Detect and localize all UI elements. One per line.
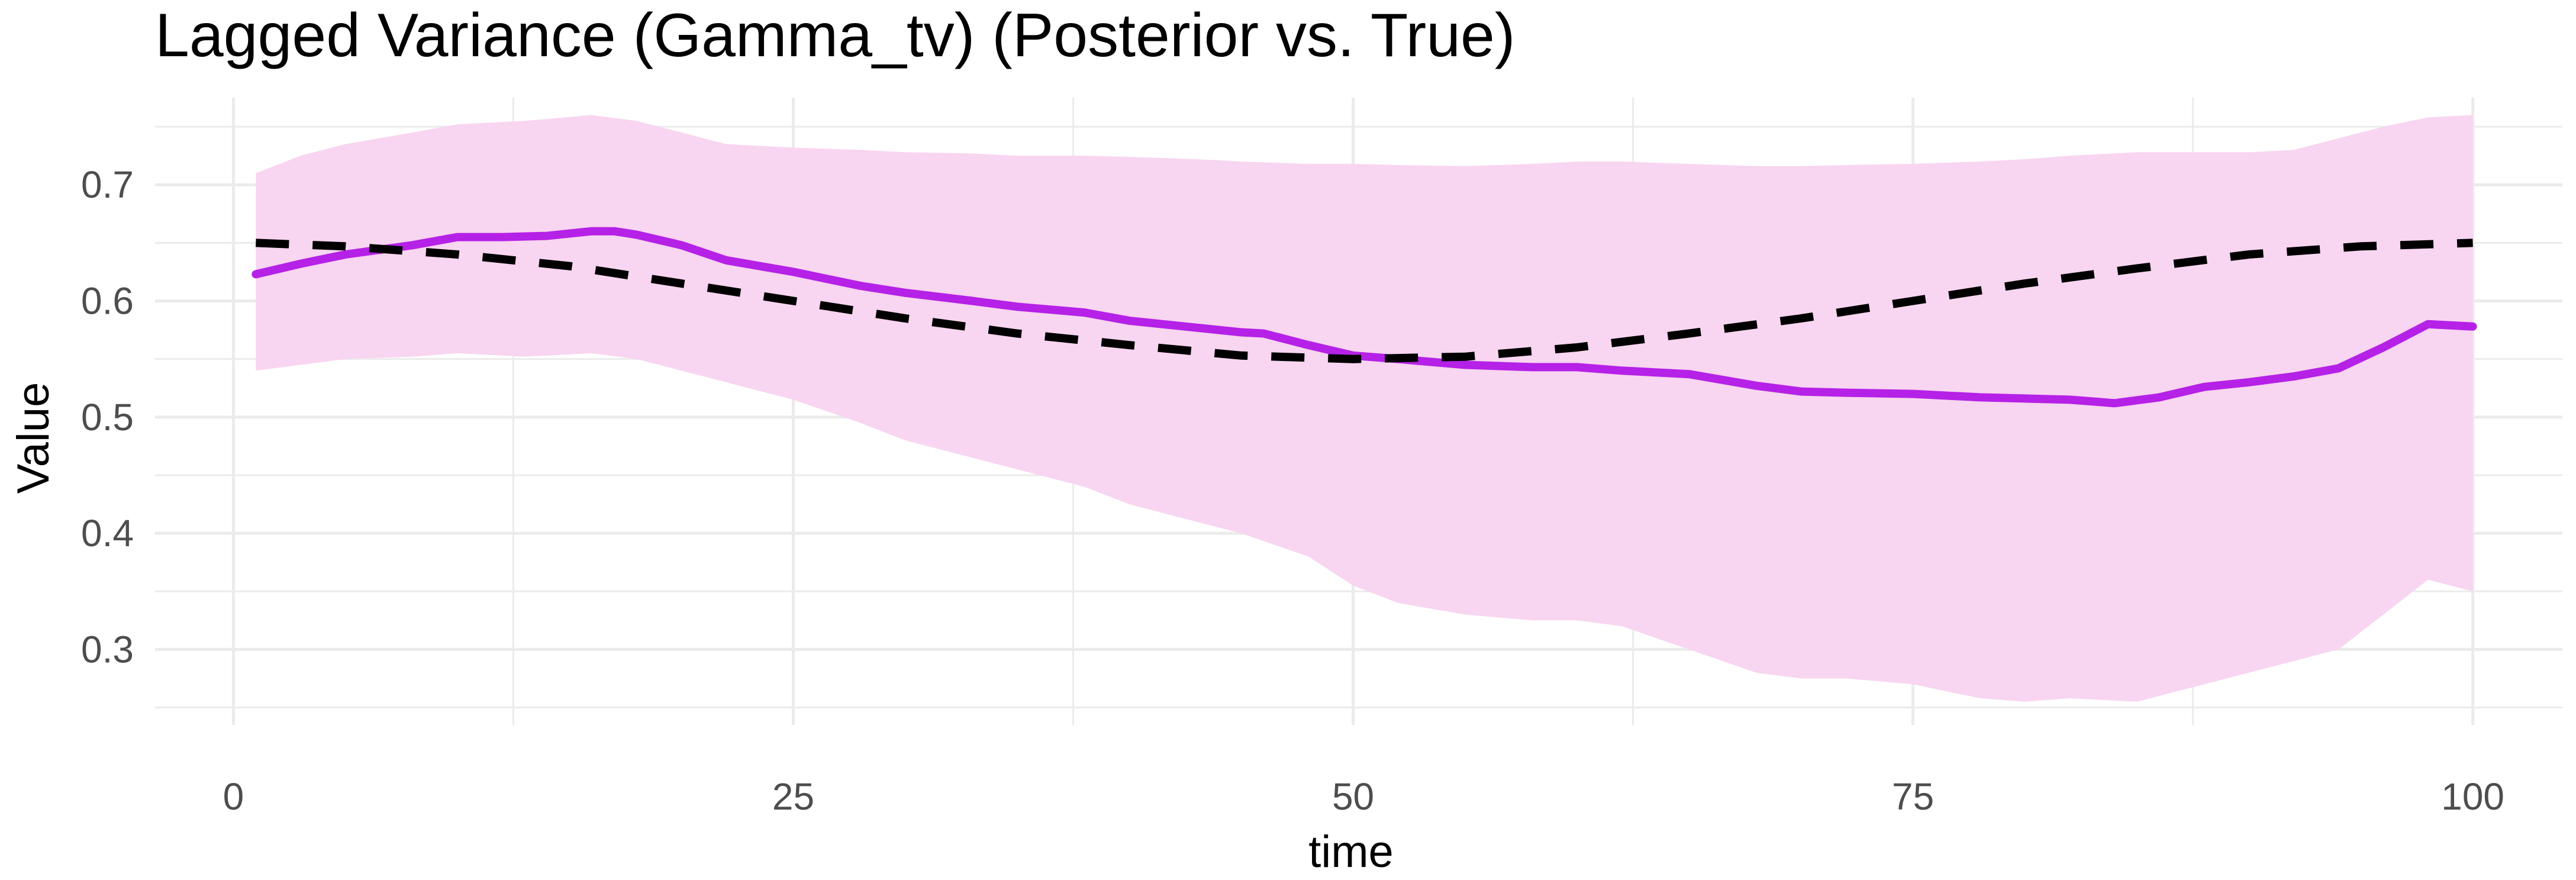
x-tick-label: 25: [772, 775, 814, 818]
y-tick-label: 0.4: [81, 512, 134, 555]
x-tick-label: 100: [2441, 775, 2504, 818]
posterior-mean-line: [252, 227, 2477, 408]
tick-labels-layer: 0 25 50 75 100 0.3 0.4 0.5 0.6 0.7: [81, 163, 2504, 818]
credible-band-layer: [256, 115, 2473, 702]
y-tick-label: 0.3: [81, 628, 134, 671]
x-tick-label: 50: [1332, 775, 1374, 818]
series-lines-layer: [252, 227, 2477, 408]
y-tick-label: 0.6: [81, 280, 134, 323]
y-tick-label: 0.5: [81, 396, 134, 439]
x-tick-label: 75: [1892, 775, 1934, 818]
x-tick-label: 0: [223, 775, 244, 818]
posterior-credible-band: [256, 115, 2473, 702]
x-axis-label: time: [1308, 827, 1394, 877]
chart-title: Lagged Variance (Gamma_tv) (Posterior vs…: [155, 1, 1516, 70]
y-axis-label: Value: [8, 382, 59, 494]
true-value-line: [256, 238, 2473, 363]
y-tick-label: 0.7: [81, 163, 134, 206]
